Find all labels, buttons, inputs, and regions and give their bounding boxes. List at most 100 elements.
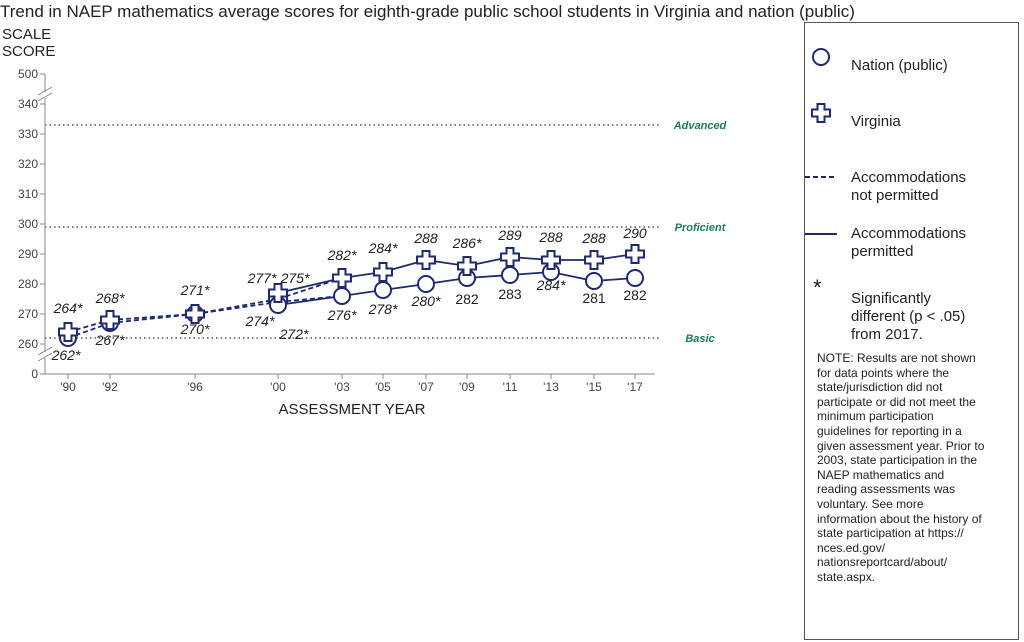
- virginia-point-5: [373, 262, 393, 282]
- virginia-point-2000-permitted: [268, 283, 288, 303]
- legend-permitted-line-1: Accommodations: [851, 225, 967, 242]
- legend-permitted-line-2: permitted: [851, 243, 914, 260]
- nation-data-label-4: 276*: [327, 307, 357, 323]
- legend-significance-line-2: different (p < .05): [851, 308, 966, 325]
- y-tick-label-310: 310: [18, 187, 38, 201]
- virginia-segment-1: [109, 313, 196, 321]
- y-axis-label-line-1: SCALE: [2, 26, 52, 43]
- nation-circle-icon: [811, 47, 831, 72]
- legend-significance: Significantly different (p < .05) from 2…: [851, 290, 965, 344]
- line-chart: Basic Proficient Advanced 0 260 270 280 290 300…: [18, 67, 727, 418]
- level-label-basic: Basic: [685, 333, 714, 345]
- legend-not-permitted-line-1: Accommodations: [851, 169, 967, 186]
- legend-significance-line-1: Significantly: [851, 290, 932, 307]
- nation-data-label-8: 283: [498, 286, 522, 302]
- virginia-point-6: [416, 250, 436, 270]
- virginia-data-label-2: 271*: [180, 282, 210, 298]
- virginia-cross-icon: [810, 102, 832, 129]
- nation-point-4: [333, 287, 351, 305]
- x-tick-label-11: '17: [627, 380, 643, 394]
- axis-break-1-a: [37, 346, 53, 356]
- virginia-data-label-3: 275*: [280, 270, 310, 286]
- level-label-advanced: Advanced: [673, 120, 727, 132]
- virginia-segment-2: [194, 298, 279, 315]
- virginia-data-label-4: 282*: [327, 247, 357, 263]
- axis-break-0-b: [37, 92, 53, 102]
- virginia-point-2: [185, 304, 205, 324]
- x-tick-label-7: '09: [459, 380, 475, 394]
- virginia-point-10: [584, 250, 604, 270]
- virginia-segment-3: [277, 277, 343, 300]
- y-tick-label-0: 0: [31, 367, 38, 381]
- nation-data-label-5: 278*: [368, 301, 398, 317]
- x-tick-label-5: '05: [375, 380, 391, 394]
- y-axis-label: SCALE SCORE: [2, 26, 55, 60]
- virginia-data-label-9: 288: [538, 229, 563, 245]
- virginia-data-label-5: 284*: [368, 240, 398, 256]
- nation-data-label-6: 280*: [411, 293, 441, 309]
- nation-data-label-0: 262*: [51, 347, 81, 363]
- nation-data-label-1: 267*: [95, 332, 125, 348]
- x-tick-label-8: '11: [503, 380, 518, 394]
- virginia-data-label-10: 288: [581, 230, 606, 246]
- y-tick-label-320: 320: [18, 157, 38, 171]
- virginia-data-label-8: 289: [497, 227, 522, 243]
- x-tick-label-3: '00: [270, 380, 286, 394]
- x-tick-label-9: '13: [543, 380, 559, 394]
- virginia-data-label-1: 268*: [95, 290, 125, 306]
- nation-permitted-start-segment: [277, 295, 343, 306]
- virginia-data-label-7: 286*: [452, 235, 482, 251]
- y-tick-label-280: 280: [18, 277, 38, 291]
- y-tick-label-270: 270: [18, 307, 38, 321]
- x-tick-label-10: '15: [586, 380, 602, 394]
- nation-segment-3: [277, 295, 343, 303]
- x-axis-label: ASSESSMENT YEAR: [279, 401, 426, 418]
- legend: Nation (public) Virginia Accommodations …: [804, 22, 1019, 640]
- footnote: NOTE: Results are not shown for data poi…: [817, 351, 985, 584]
- virginia-data-label-0: 264*: [53, 300, 83, 316]
- nation-point-6: [417, 275, 435, 293]
- virginia-data-label-6: 288: [413, 230, 438, 246]
- nation-segment-2: [194, 301, 279, 315]
- chart-title: Trend in NAEP mathematics average scores…: [0, 2, 855, 21]
- y-tick-label-500: 500: [18, 67, 38, 81]
- axis-break-0-a: [37, 86, 53, 96]
- significance-star-icon: *: [813, 275, 822, 300]
- virginia-point-9: [541, 250, 561, 270]
- legend-permitted: Accommodations permitted: [851, 225, 966, 261]
- level-label-proficient: Proficient: [675, 222, 727, 234]
- nation-segment-1: [109, 313, 196, 324]
- solid-line-icon: [805, 223, 837, 241]
- y-tick-label-330: 330: [18, 127, 38, 141]
- y-tick-label-290: 290: [18, 247, 38, 261]
- y-tick-label-300: 300: [18, 217, 38, 231]
- virginia-data-label-11: 290: [622, 225, 647, 241]
- y-tick-label-260: 260: [18, 337, 38, 351]
- extra-data-label-1: 272*: [279, 326, 309, 342]
- dashed-line-icon: [805, 166, 837, 184]
- y-tick-label-340: 340: [18, 97, 38, 111]
- x-tick-label-0: '90: [60, 380, 76, 394]
- virginia-point-4: [332, 268, 352, 288]
- nation-point-5: [374, 281, 392, 299]
- legend-nation: Nation (public): [851, 57, 948, 74]
- x-tick-label-2: '96: [187, 380, 203, 394]
- x-tick-label-6: '07: [418, 380, 434, 394]
- legend-not-permitted: Accommodations not permitted: [851, 169, 966, 205]
- nation-data-label-10: 281: [582, 290, 606, 306]
- legend-virginia: Virginia: [851, 113, 901, 130]
- nation-point-10: [585, 272, 603, 290]
- axis-break-1-b: [37, 352, 53, 362]
- virginia-permitted-start-segment: [277, 277, 343, 294]
- nation-data-label-7: 282: [455, 291, 479, 307]
- nation-data-label-3: 274*: [245, 313, 275, 329]
- virginia-point-0: [58, 322, 78, 342]
- legend-not-permitted-line-2: not permitted: [851, 187, 939, 204]
- legend-significance-line-3: from 2017.: [851, 326, 923, 343]
- virginia-point-8: [500, 247, 520, 267]
- nation-point-8: [501, 266, 519, 284]
- nation-point-11: [626, 269, 644, 287]
- nation-data-label-9: 284*: [536, 277, 566, 293]
- virginia-point-1: [100, 310, 120, 330]
- x-tick-label-4: '03: [334, 380, 350, 394]
